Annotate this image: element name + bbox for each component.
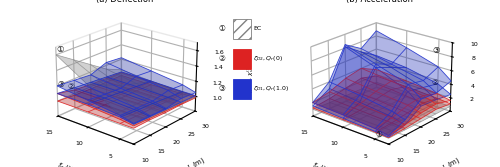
Bar [232,79,250,99]
Text: ②: ② [218,54,226,63]
Title: (a) Deflection: (a) Deflection [96,0,154,4]
Bar [232,49,250,69]
Text: $\zeta_{D1},Q_r(1.0)$: $\zeta_{D1},Q_r(1.0)$ [254,84,290,93]
Text: ③: ③ [218,84,226,93]
Text: EC: EC [254,26,262,31]
Y-axis label: $L$ (m): $L$ (m) [185,155,208,167]
Title: (b) Acceleration: (b) Acceleration [346,0,414,4]
Text: ①: ① [218,24,226,33]
X-axis label: $f_g$ (Hz): $f_g$ (Hz) [310,160,336,167]
Y-axis label: $L$ (m): $L$ (m) [440,155,462,167]
Bar [232,19,250,39]
Text: $\zeta_{D2},Q_r(0)$: $\zeta_{D2},Q_r(0)$ [254,54,284,63]
X-axis label: $f_g$ (Hz): $f_g$ (Hz) [55,160,82,167]
